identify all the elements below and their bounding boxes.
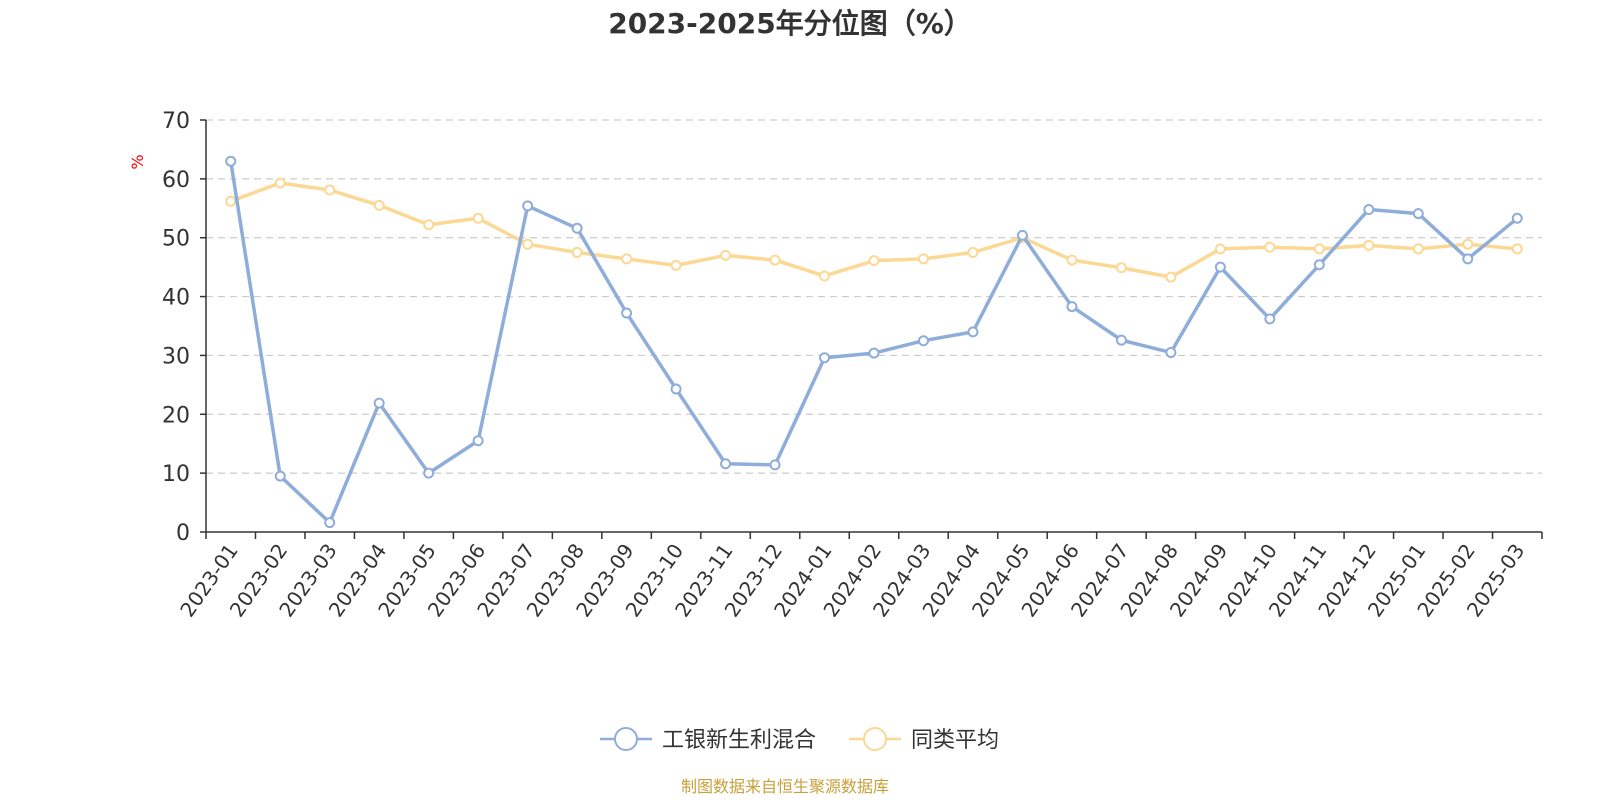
legend-marker-icon [614,727,638,751]
data-point [819,270,831,282]
data-point [324,517,336,529]
data-point [373,199,385,211]
data-point [1115,262,1127,274]
data-point [1412,208,1424,220]
source-note: 制图数据来自恒生聚源数据库 [681,777,889,796]
data-point [670,383,682,395]
data-point [917,335,929,347]
series-lines [225,155,1523,529]
y-tick-label: 20 [162,403,190,428]
data-point [1462,253,1474,265]
data-point [1115,334,1127,346]
data-point [1214,243,1226,255]
data-point [917,253,929,265]
data-point [819,352,831,364]
y-axis-unit-label: % [128,154,147,169]
data-point [967,326,979,338]
y-tick-label: 70 [162,109,190,134]
y-tick-label: 0 [176,521,190,546]
legend-item-1[interactable]: 工银新生利混合 [600,727,816,753]
series-1 [225,155,1523,529]
y-tick-label: 60 [162,168,190,193]
data-point [472,212,484,224]
data-point [1363,239,1375,251]
data-point [1264,241,1276,253]
data-point [868,255,880,267]
data-point [1016,229,1028,241]
data-point [225,155,237,167]
axes: 0102030405060702023-012023-022023-032023… [162,109,1543,621]
y-tick-label: 50 [162,227,190,252]
data-point [1066,301,1078,313]
series-2 [225,177,1523,283]
y-tick-label: 30 [162,344,190,369]
data-point [1462,238,1474,250]
data-point [274,177,286,189]
data-point [1412,243,1424,255]
data-point [1165,346,1177,358]
data-point [1264,313,1276,325]
legend-label: 工银新生利混合 [662,728,816,753]
legend-marker-icon [863,727,887,751]
legend[interactable]: 工银新生利混合 同类平均 [600,727,999,753]
data-point [1511,243,1523,255]
data-point [274,470,286,482]
data-point [769,254,781,266]
data-point [670,259,682,271]
data-point [423,219,435,231]
data-point [1313,259,1325,271]
data-point [1214,261,1226,273]
legend-item-2[interactable]: 同类平均 [849,727,999,753]
y-tick-label: 10 [162,462,190,487]
legend-label: 同类平均 [911,728,999,753]
data-point [1511,212,1523,224]
data-point [720,249,732,261]
data-point [522,238,534,250]
data-point [373,397,385,409]
series-line [229,160,1519,525]
data-point [571,246,583,258]
data-point [621,253,633,265]
data-point [769,459,781,471]
data-point [621,307,633,319]
y-tick-label: 40 [162,286,190,311]
data-point [967,246,979,258]
data-point [1066,254,1078,266]
data-point [472,435,484,447]
data-point [1363,203,1375,215]
data-point [522,200,534,212]
data-point [423,467,435,479]
data-point [1313,243,1325,255]
data-point [225,195,237,207]
data-point [868,347,880,359]
data-point [324,184,336,196]
data-point [720,458,732,470]
data-point [571,222,583,234]
data-point [1165,271,1177,283]
grid-lines [206,119,1542,474]
chart-title: 2023-2025年分位图（%） [608,7,972,40]
